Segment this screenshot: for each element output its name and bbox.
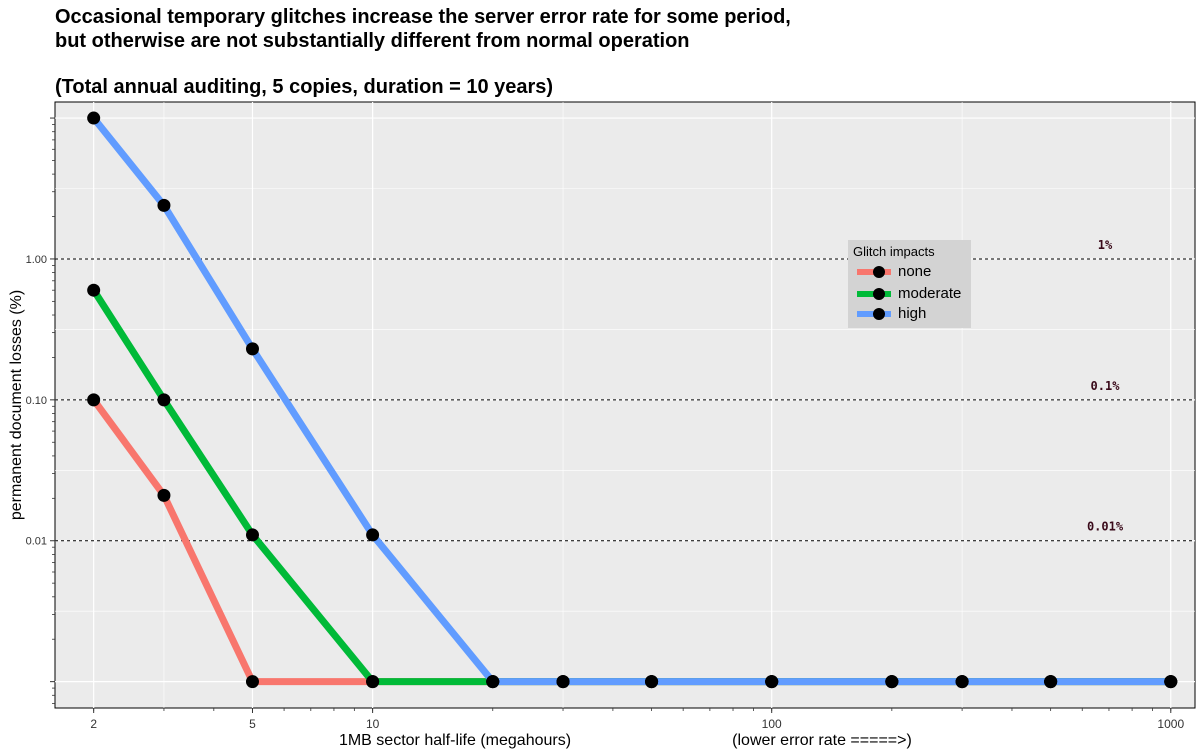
x-axis-note: (lower error rate =====>) <box>732 732 912 749</box>
legend-item-high: high <box>853 304 968 324</box>
data-point-high <box>556 675 570 689</box>
legend-label-high: high <box>898 305 927 322</box>
data-point-high <box>486 675 500 689</box>
x-tick-label: 10 <box>366 717 380 731</box>
data-point-high <box>955 675 969 689</box>
y-tick-label: 1.00 <box>26 254 47 266</box>
plot-panel <box>54 101 1196 709</box>
data-point-none <box>87 393 101 407</box>
data-point-high <box>87 111 101 125</box>
reference-line-label: 0.01% <box>1087 520 1124 534</box>
reference-line-label: 1% <box>1098 238 1113 252</box>
reference-lines: 1% 0.1% 0.01% <box>55 238 1195 542</box>
data-point-moderate <box>366 675 380 689</box>
series-line-high <box>90 114 1175 686</box>
legend-swatch-high <box>857 308 891 320</box>
legend: Glitch impacts none moderate high <box>848 240 971 328</box>
data-point-none <box>157 488 171 502</box>
y-axis: 0.01 0.10 1.00 <box>26 117 55 704</box>
y-tick-label: 0.01 <box>26 536 47 548</box>
legend-swatch-moderate <box>857 288 891 300</box>
data-point-high <box>366 528 380 542</box>
legend-item-none: none <box>853 262 968 282</box>
data-point-high <box>157 198 171 212</box>
data-point-high <box>885 675 899 689</box>
chart-subtitle: (Total annual auditing, 5 copies, durati… <box>55 76 554 98</box>
legend-swatch-none <box>857 266 891 278</box>
data-point-moderate <box>87 283 101 297</box>
y-axis-label: permanent document losses (%) <box>8 290 25 520</box>
x-tick-label: 100 <box>762 717 782 731</box>
x-tick-label: 2 <box>90 717 97 731</box>
data-point-moderate <box>157 393 171 407</box>
data-point-high <box>245 342 259 356</box>
x-tick-label: 1000 <box>1157 717 1184 731</box>
chart-title-line-2: but otherwise are not substantially diff… <box>55 30 690 52</box>
data-point-moderate <box>245 528 259 542</box>
data-point-high <box>1044 675 1058 689</box>
legend-item-moderate: moderate <box>853 284 968 304</box>
data-points <box>87 111 1178 689</box>
legend-label-none: none <box>898 263 932 280</box>
x-axis: 2 5 10 100 1000 <box>90 708 1184 731</box>
x-tick-label: 5 <box>249 717 256 731</box>
series-lines <box>90 114 1175 686</box>
reference-line-label: 0.1% <box>1091 379 1121 393</box>
data-point-high <box>645 675 659 689</box>
legend-title: Glitch impacts <box>853 244 935 259</box>
data-point-high <box>765 675 779 689</box>
data-point-high <box>1164 675 1178 689</box>
x-axis-label: 1MB sector half-life (megahours) <box>339 732 571 749</box>
y-tick-label: 0.10 <box>26 395 47 407</box>
chart-title-line-1: Occasional temporary glitches increase t… <box>55 6 791 28</box>
legend-label-moderate: moderate <box>898 285 962 302</box>
data-point-none <box>245 675 259 689</box>
